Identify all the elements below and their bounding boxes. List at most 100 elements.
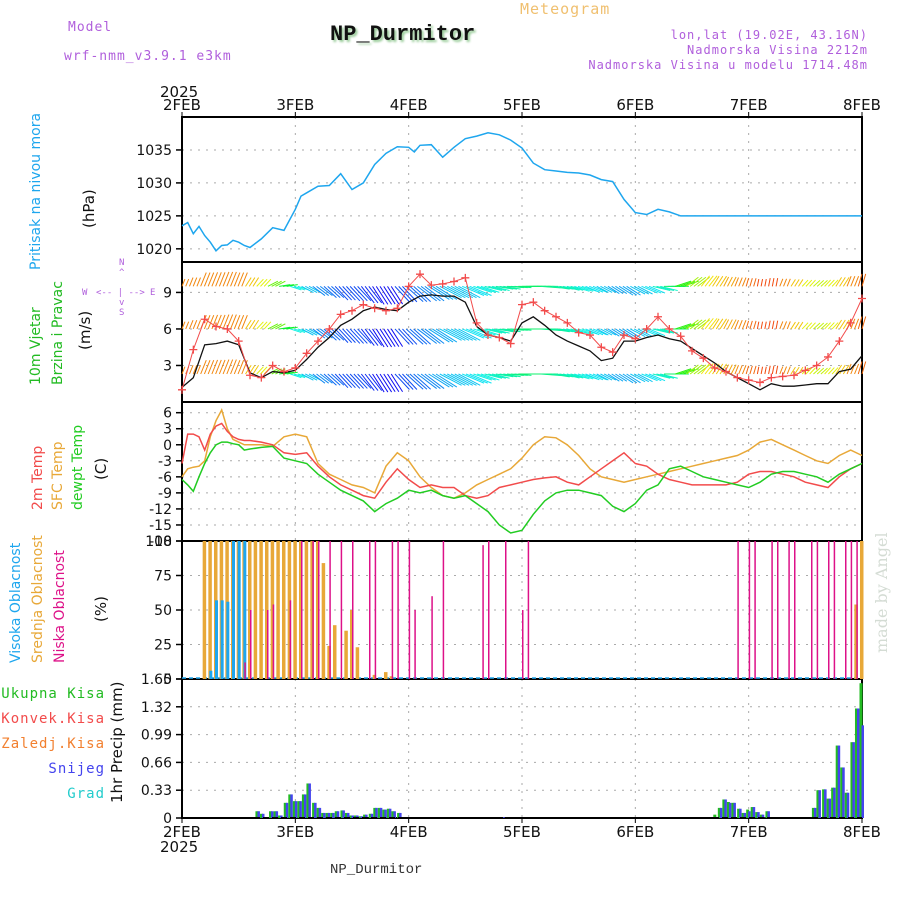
mid-cloud-bar — [860, 541, 864, 679]
wind-arrow — [816, 280, 825, 287]
wind-arrow — [256, 366, 264, 375]
wind-arrow — [738, 277, 743, 287]
total-precip-bar — [373, 807, 377, 818]
wind-ylabel-sub: Brzina i Pravac — [50, 281, 66, 385]
x-tick-label-bottom: 3FEB — [276, 823, 314, 841]
mid-cloud-bar — [236, 541, 241, 679]
wind-arrow — [312, 285, 326, 296]
gust-marker — [472, 318, 481, 327]
gust-marker — [257, 373, 266, 382]
wind-arrow — [241, 272, 248, 287]
x-tick-label-bottom: 5FEB — [503, 823, 541, 841]
y-tick-label: 75 — [154, 569, 172, 585]
wind-arrow — [559, 285, 578, 290]
gust-marker — [178, 385, 186, 394]
wind-arrow — [712, 363, 720, 375]
wind-arrow — [409, 285, 428, 303]
wind-arrow — [465, 328, 488, 339]
wind-arrow — [316, 328, 329, 339]
gust-marker — [280, 367, 288, 376]
low-cloud-bar — [488, 541, 490, 679]
wind-arrow — [723, 319, 730, 330]
wind-arrow — [656, 285, 675, 292]
wind-arrow — [484, 285, 503, 292]
wind-arrow — [559, 373, 578, 378]
wind-arrow — [727, 364, 733, 375]
wind-arrow — [828, 322, 835, 330]
total-precip-bar — [334, 811, 338, 818]
total-precip-bar — [850, 742, 854, 818]
wind-arrow — [719, 275, 727, 287]
wind-arrow — [756, 278, 760, 287]
y-tick-label: 0.33 — [141, 783, 172, 799]
wind-arrow — [786, 366, 791, 375]
wind-arrow — [353, 328, 368, 344]
wind-arrow — [693, 364, 707, 375]
wind-arrow — [544, 373, 565, 377]
wind-arrow — [857, 273, 863, 287]
low-cloud-bar — [777, 541, 779, 679]
wind-arrow — [357, 373, 372, 389]
wind-arrow — [570, 328, 588, 334]
gust-marker — [518, 300, 526, 309]
wind-arrow — [308, 328, 322, 336]
snow-precip-bar — [280, 815, 283, 818]
wind-arrow — [641, 373, 658, 382]
wind-arrow — [503, 373, 521, 378]
low-cloud-bar — [374, 541, 377, 679]
wind-arrow — [308, 373, 322, 381]
low-cloud-bar — [369, 541, 371, 679]
mid-cloud-bar — [270, 541, 275, 679]
wind-arrow — [544, 328, 565, 332]
wind-arrow — [469, 328, 492, 339]
wind-arrow — [312, 373, 326, 384]
snow-precip-bar — [332, 812, 335, 818]
low-cloud-bar — [250, 610, 252, 679]
wind-arrow — [854, 276, 860, 287]
wind-arrow — [824, 322, 831, 330]
snow-precip-bar — [271, 811, 274, 818]
low-cloud-bar — [828, 541, 830, 679]
wind-arrow — [813, 367, 821, 375]
wind-arrow — [469, 285, 492, 296]
wind-arrow — [857, 316, 863, 330]
gust-marker — [563, 318, 572, 327]
gust-marker — [699, 354, 708, 363]
total-precip-bar — [382, 809, 386, 818]
wind-arrow — [282, 371, 295, 375]
y-tick-label: 1035 — [136, 143, 172, 159]
wind-arrow — [215, 314, 222, 330]
wind-arrow — [297, 373, 309, 379]
wind-arrow — [334, 373, 349, 389]
wind-arrow — [771, 278, 775, 287]
snow-precip-bar — [336, 811, 340, 818]
wind-arrow — [846, 276, 852, 287]
wind-arrow — [443, 373, 466, 386]
wind-arrow — [764, 321, 767, 330]
wind-arrow — [809, 279, 816, 287]
low-cloud-bar — [833, 541, 836, 679]
legend-total-rain: Ukupna Kisa — [1, 686, 105, 702]
wind-arrow — [510, 285, 528, 289]
wind-arrow — [675, 323, 692, 330]
total-precip-bar — [726, 801, 730, 818]
y-tick-label: -15 — [149, 518, 172, 534]
wind-arrow — [387, 286, 400, 305]
wind-arrow — [271, 280, 282, 287]
wind-arrow — [727, 276, 733, 287]
wind-arrow — [854, 318, 860, 330]
low-cloud-bar — [329, 541, 331, 679]
wind-arrow — [660, 328, 678, 334]
snow-precip-bar — [342, 810, 345, 818]
mid-cloud-bar — [287, 541, 292, 679]
wind-arrow — [271, 368, 282, 375]
wind-arrow — [697, 364, 710, 375]
wind-arrow — [574, 373, 590, 380]
y-tick-label: 0 — [163, 811, 172, 827]
gust-marker — [574, 328, 583, 337]
wind-arrow — [648, 373, 666, 382]
wind-arrow — [338, 328, 353, 343]
wind-arrow — [712, 275, 720, 287]
wind-arrow — [574, 328, 590, 335]
low-cloud-bar — [352, 541, 354, 679]
